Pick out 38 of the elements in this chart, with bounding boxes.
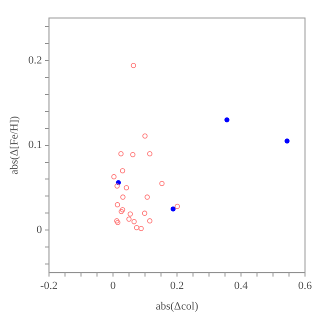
x-tick-label: -0.2 — [40, 280, 58, 292]
point — [159, 180, 165, 186]
y-tick-label: 0.2 — [28, 54, 42, 66]
point — [174, 204, 180, 210]
point — [144, 194, 150, 200]
point — [118, 151, 124, 156]
x-tick-label: 0.4 — [234, 280, 248, 292]
point — [111, 174, 117, 180]
point — [134, 224, 140, 230]
point — [126, 216, 132, 222]
y-tick-label: 0.1 — [28, 139, 42, 152]
point — [120, 194, 126, 200]
point — [128, 211, 133, 217]
x-tick-label: 0.2 — [170, 280, 184, 292]
x-tick-label: 0.6 — [298, 280, 312, 292]
point — [142, 133, 148, 139]
point — [170, 206, 176, 212]
y-tick-label: 0 — [36, 224, 42, 236]
y-axis-title: abs(Δ[Fe/H]) — [8, 116, 20, 174]
point — [124, 185, 130, 190]
x-axis-title: abs(Δcol) — [156, 300, 199, 312]
point — [120, 168, 126, 174]
point — [224, 117, 230, 122]
point — [130, 62, 136, 68]
x-tick-label: 0 — [110, 280, 116, 292]
point — [115, 220, 120, 226]
point — [114, 183, 120, 189]
point — [120, 207, 126, 212]
point — [142, 210, 148, 216]
point — [147, 151, 152, 156]
point — [284, 138, 290, 144]
point — [130, 152, 136, 158]
point — [114, 218, 120, 224]
point — [138, 226, 144, 232]
point — [114, 202, 120, 208]
point — [147, 218, 152, 224]
point — [118, 208, 124, 214]
point — [131, 219, 137, 224]
